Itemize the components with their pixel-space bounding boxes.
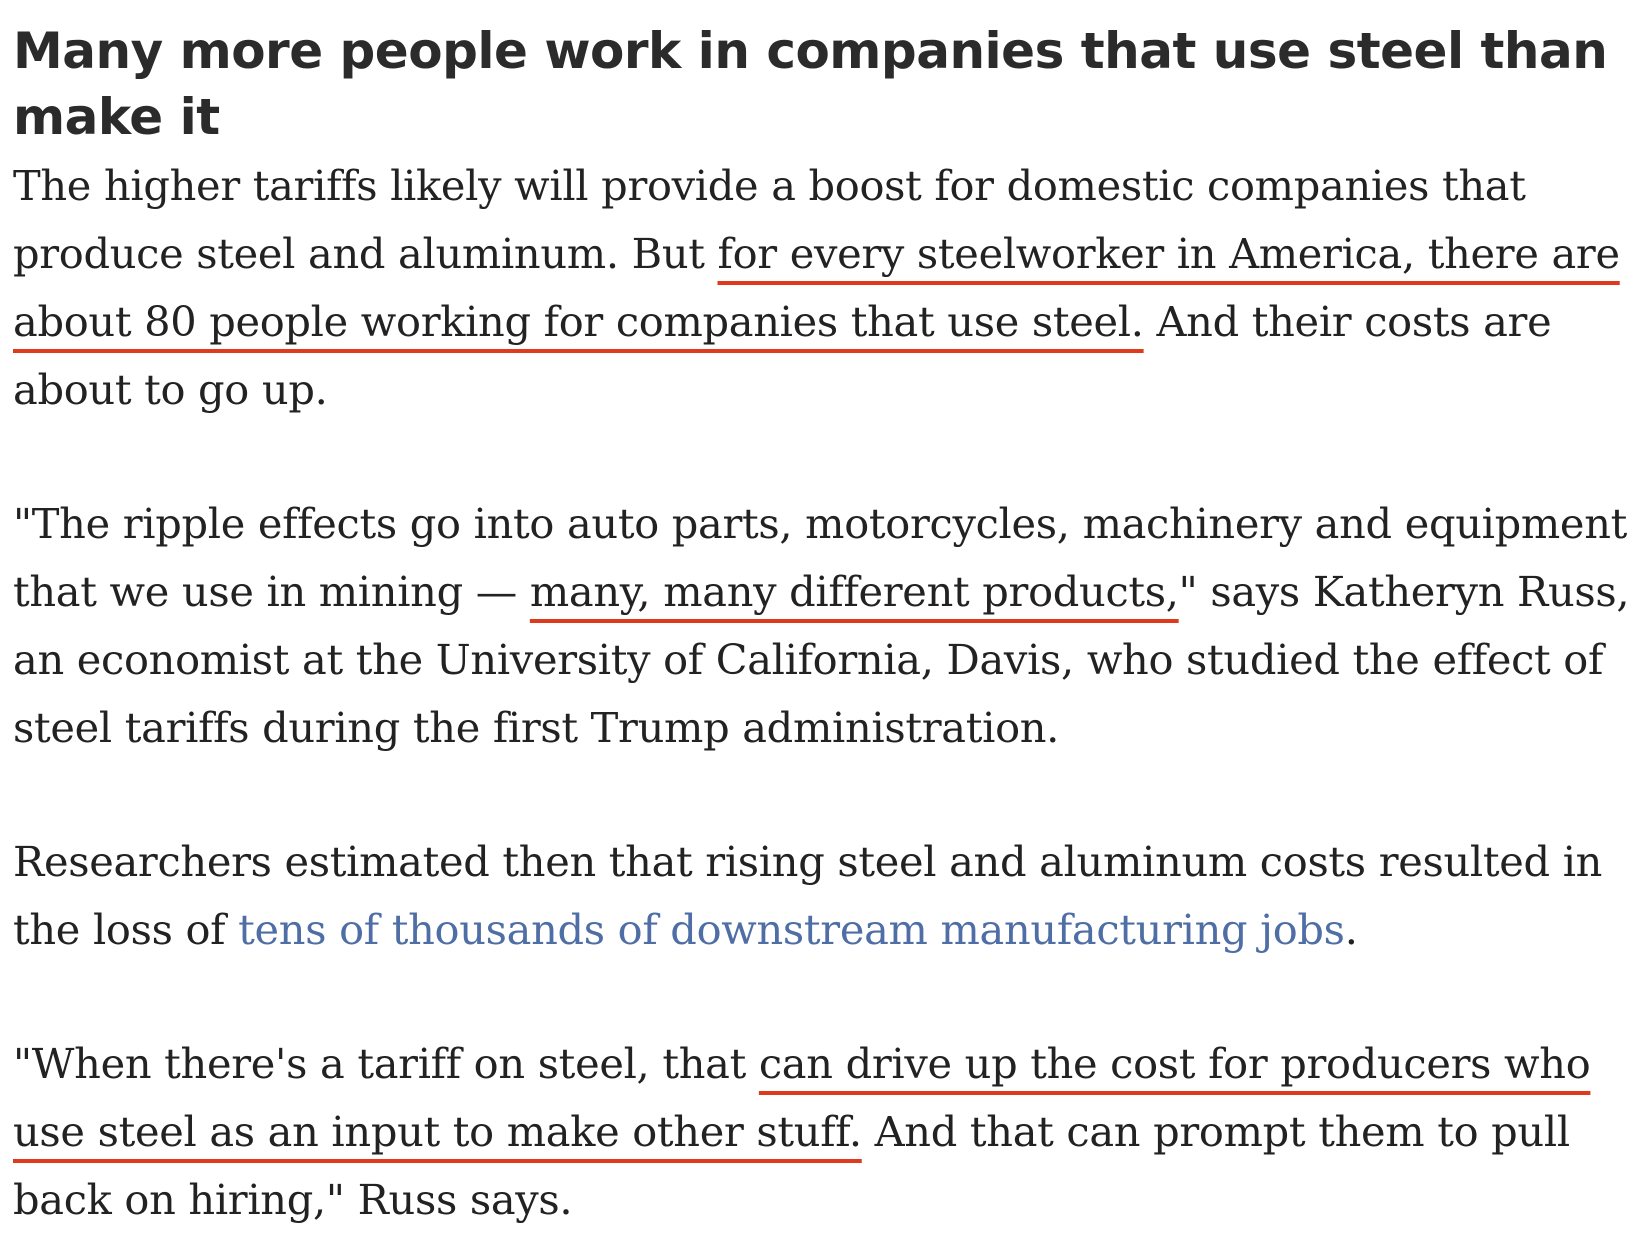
paragraph-3-text-end: . xyxy=(1344,905,1358,954)
paragraph-4-highlight: can drive up the cost for producers who … xyxy=(13,1039,1591,1156)
paragraph-4: "When there's a tariff on steel, that ca… xyxy=(13,1030,1643,1234)
paragraph-3-text-start: Researchers estimated then that rising s… xyxy=(13,837,1603,954)
section-heading: Many more people work in companies that … xyxy=(13,22,1608,146)
paragraph-4-text-end: And that can prompt them to pull back on… xyxy=(13,1107,1570,1224)
paragraph-1-highlight: for every steelworker in America, there … xyxy=(13,229,1620,346)
downstream-jobs-link[interactable]: tens of thousands of downstream manufact… xyxy=(238,905,1345,954)
paragraph-4-text-start: "When there's a tariff on steel, that xyxy=(13,1039,759,1088)
paragraph-2-text-start: "The ripple effects go into auto parts, … xyxy=(13,499,1627,616)
paragraph-1-text-start: The higher tariffs likely will provide a… xyxy=(13,161,1526,278)
paragraph-3: Researchers estimated then that rising s… xyxy=(13,828,1643,964)
paragraph-1: The higher tariffs likely will provide a… xyxy=(13,152,1643,424)
paragraph-1-text-end: And their costs are about to go up. xyxy=(13,297,1552,414)
paragraph-2: "The ripple effects go into auto parts, … xyxy=(13,490,1643,762)
paragraph-2-text-end: " says Katheryn Russ, an economist at th… xyxy=(13,567,1630,752)
article-section: Many more people work in companies that … xyxy=(13,18,1643,1234)
paragraph-2-highlight: many, many different products, xyxy=(529,567,1179,616)
